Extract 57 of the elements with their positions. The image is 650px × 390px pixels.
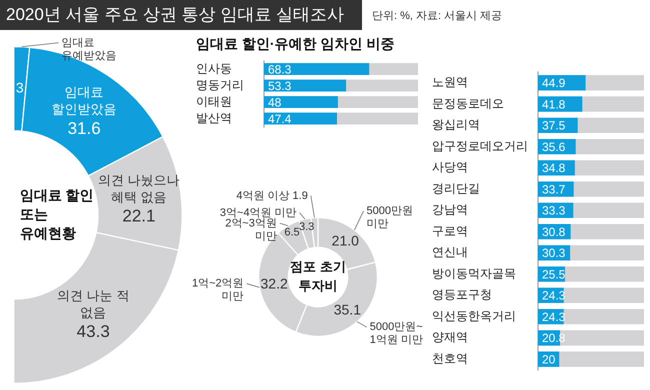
y-tick-label: 노원역 [432,75,468,90]
y-tick-label: 인사동 [196,61,232,76]
slice-label: 3억~4억원 미만 [220,206,297,219]
data-label: 53.3 [268,78,292,93]
data-label: 30.3 [542,246,566,260]
data-label: 34.8 [542,161,566,176]
y-tick-label: 영등포구청 [432,288,492,302]
y-tick-label: 명동거리 [196,78,244,92]
data-label: 21.0 [332,232,360,249]
data-label: 30.8 [542,224,566,239]
slice-label: 의견 나눴으나 혜택 없음 [98,172,180,204]
y-tick-label: 양재역 [432,330,468,344]
text: 단위: %, 자료: 서울시 제공 [372,9,502,23]
slice-label: 5000만원~1억원 미만 [370,321,423,346]
data-label: 31.6 [68,118,101,138]
y-tick-label: 방이동먹자골목 [432,266,516,280]
y-tick-label: 익선동한옥거리 [432,308,516,323]
data-label: 41.8 [542,97,566,112]
y-tick-label: 연신내 [432,245,468,260]
text: 점포 초기 투자비 [290,259,346,294]
data-label: 35.1 [334,301,362,318]
data-label: 47.4 [268,112,292,126]
data-label: 48 [268,95,282,110]
data-label: 32.2 [260,276,288,292]
data-label: 44.9 [542,76,566,90]
data-label: 25.5 [542,267,566,282]
y-tick-label: 사당역 [432,160,468,174]
data-label: 6.5 [284,226,300,239]
data-label: 35.6 [542,140,566,154]
data-label: 3 [16,80,24,96]
slice-label: 임대료 유예받았음 [62,36,117,62]
y-tick-label: 구로역 [432,224,468,238]
data-label: 20 [542,352,556,366]
data-label: 68.3 [268,62,292,76]
data-label: 37.5 [542,118,566,133]
data-label: 33.7 [542,182,566,196]
data-label: 43.3 [76,322,110,341]
slice-label: 임대료 할인받았음 [52,84,117,117]
slice-label: 4억원 이상 1.9 [236,190,308,202]
data-label: 33.3 [542,204,566,218]
data-label: 22.1 [122,206,156,226]
text: 2020년 서울 주요 상권 통상 임대료 실태조사 [0,0,362,30]
y-tick-label: 왕십리역 [432,118,480,132]
slice-label: 1억~2억원 미만 [192,278,244,303]
data-label: 3.3 [298,220,314,233]
y-tick-label: 문정동로데오 [432,96,504,110]
slice-label: 의견 나눈 적 없음 [57,288,130,320]
y-tick-label: 천호역 [432,351,468,366]
slice-label: 2억~3억원 미만 [225,217,277,242]
y-tick-label: 강남역 [432,202,468,217]
y-tick-label: 발산역 [196,110,232,125]
y-tick-label: 경리단길 [432,181,480,196]
slice-label: 5000만원 미만 [366,204,414,230]
y-tick-label: 이태원 [196,94,232,108]
y-tick-label: 압구정로데오거리 [432,138,528,153]
chart-title: 임대료 할인·유예한 임차인 비중 [196,35,394,52]
text: 임대료 할인 또는 유예현황 [20,186,94,241]
